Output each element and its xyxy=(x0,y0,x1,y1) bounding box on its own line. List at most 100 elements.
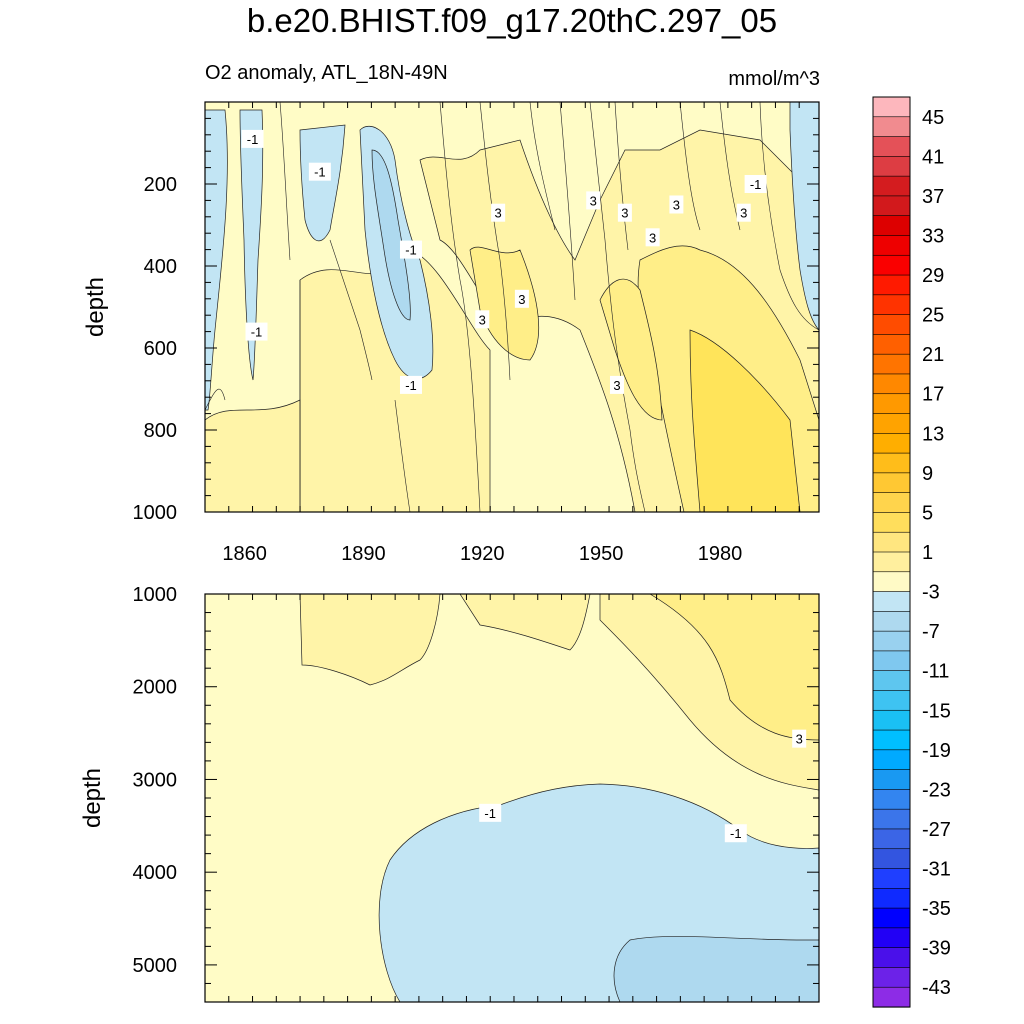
contour-label-text: 3 xyxy=(479,312,486,327)
contour-label: 3 xyxy=(792,729,807,748)
colorbar-swatch xyxy=(872,136,911,157)
colorbar-label: 5 xyxy=(922,502,933,524)
y-tick-label: 5000 xyxy=(133,955,178,977)
contour-label-text: 3 xyxy=(518,292,525,307)
y-tick-label: 1000 xyxy=(133,584,178,606)
colorbar-swatch xyxy=(872,116,911,138)
colorbar-swatch xyxy=(872,986,911,1008)
colorbar-swatch xyxy=(872,353,911,375)
colorbar-swatch xyxy=(872,769,911,790)
contour-label-text: -1 xyxy=(247,132,259,147)
colorbar-label: 29 xyxy=(922,265,944,287)
lower-y-axis: 1000 2000 3000 4000 5000 xyxy=(133,584,819,1003)
colorbar-label: 1 xyxy=(922,542,933,564)
colorbar-swatch xyxy=(872,907,911,929)
contour-label-bg xyxy=(514,289,529,308)
contour-label-text: 3 xyxy=(649,230,656,245)
colorbar-label: 17 xyxy=(922,384,944,406)
upper-y-axis: 200 400 600 800 1000 xyxy=(133,101,819,524)
contour-label-bg xyxy=(475,310,490,329)
colorbar-frame xyxy=(872,96,911,1008)
y-tick-label: 3000 xyxy=(133,769,178,791)
colorbar-swatch xyxy=(872,828,911,850)
colorbar-swatch xyxy=(872,413,911,434)
colorbar-swatch xyxy=(872,650,911,672)
colorbar-label: 33 xyxy=(922,225,944,247)
colorbar-swatch xyxy=(872,294,911,316)
contour-label: 3 xyxy=(669,195,684,214)
colorbar-label: -3 xyxy=(922,582,940,604)
upper-contour-lines xyxy=(205,102,819,512)
x-tick-label: 1980 xyxy=(698,543,743,565)
contour-label-bg xyxy=(245,322,268,341)
y-tick-label: 600 xyxy=(144,338,177,360)
colorbar-label: -11 xyxy=(922,661,949,683)
contour-label-bg xyxy=(399,240,422,259)
upper-region-minus1-b xyxy=(205,109,228,411)
colorbar-label: -43 xyxy=(922,977,951,999)
colorbar-swatch xyxy=(872,749,911,771)
contour-label-text: -1 xyxy=(405,378,417,393)
contour-label: 3 xyxy=(491,203,506,222)
colorbar-label: -7 xyxy=(922,621,940,643)
contour-label-text: 3 xyxy=(740,206,747,221)
colorbar-label: -15 xyxy=(922,700,951,722)
colorbar-label: 21 xyxy=(922,344,944,366)
colorbar-swatch xyxy=(872,808,911,830)
figure-title: b.e20.BHIST.f09_g17.20thC.297_05 xyxy=(246,2,778,39)
colorbar-label: -23 xyxy=(922,779,951,801)
contour-label: -1 xyxy=(744,175,767,193)
contour-label: 3 xyxy=(475,310,490,329)
contour-label-text: 3 xyxy=(613,378,620,393)
contour-label-bg xyxy=(491,203,506,222)
lower-region-plus3-c xyxy=(459,594,591,651)
colorbar-swatch xyxy=(872,512,911,533)
contour-label: 3 xyxy=(609,375,624,394)
colorbar-label: -35 xyxy=(922,898,951,920)
upper-region-plus3-c xyxy=(205,399,301,512)
colorbar-swatch xyxy=(872,492,911,514)
contour-label-bg xyxy=(399,375,422,394)
contour-label: -1 xyxy=(399,240,422,259)
upper-y-axis-title: depth xyxy=(82,277,109,337)
colorbar-swatch xyxy=(872,630,911,652)
colorbar-swatch xyxy=(872,709,911,731)
contour-label-text: 3 xyxy=(621,206,628,221)
lower-x-axis xyxy=(204,594,800,1002)
y-tick-label: 800 xyxy=(144,420,177,442)
colorbar-swatch xyxy=(872,927,911,949)
lower-contour-labels: 3 -1 -1 xyxy=(479,729,807,843)
y-tick-label: 200 xyxy=(144,174,177,196)
upper-region-minus1-e xyxy=(789,102,819,331)
upper-plot-frame xyxy=(204,101,820,513)
lower-panel: 1000 2000 3000 4000 5000 3 -1 -1 depth xyxy=(79,584,820,1003)
contour-label-text: -1 xyxy=(750,177,762,192)
colorbar-swatch xyxy=(872,967,911,988)
contour-label: -1 xyxy=(724,824,747,843)
contour-label-text: -1 xyxy=(484,806,496,821)
x-tick-label: 1950 xyxy=(579,543,624,565)
colorbar-swatch xyxy=(872,551,911,573)
upper-panel: 200 400 600 800 1000 1860 1890 1920 1950 1980 -1… xyxy=(82,101,820,565)
colorbar-swatch xyxy=(872,670,911,692)
x-tick-label: 1920 xyxy=(460,543,505,565)
contour-label-text: -1 xyxy=(730,826,742,841)
colorbar-swatch xyxy=(872,274,911,296)
colorbar-swatch xyxy=(872,314,911,335)
y-tick-label: 2000 xyxy=(133,677,178,699)
contour-label-text: -1 xyxy=(251,325,263,340)
contour-label: -1 xyxy=(479,803,502,822)
contour-label-bg xyxy=(617,203,632,222)
contour-label-bg xyxy=(744,175,767,193)
lower-region-plus3-b xyxy=(299,594,441,686)
contour-label-bg xyxy=(609,375,624,394)
colorbar-swatch xyxy=(872,690,911,711)
contour-label-bg xyxy=(645,228,660,247)
lower-region-minus3 xyxy=(613,936,819,1002)
contour-label-bg xyxy=(669,195,684,214)
colorbar-swatch xyxy=(872,452,911,474)
left-subtitle: O2 anomaly, ATL_18N-49N xyxy=(205,62,448,84)
upper-region-minus1-c xyxy=(239,109,264,381)
contour-label-text: 3 xyxy=(590,193,597,208)
colorbar-swatch xyxy=(872,848,911,870)
